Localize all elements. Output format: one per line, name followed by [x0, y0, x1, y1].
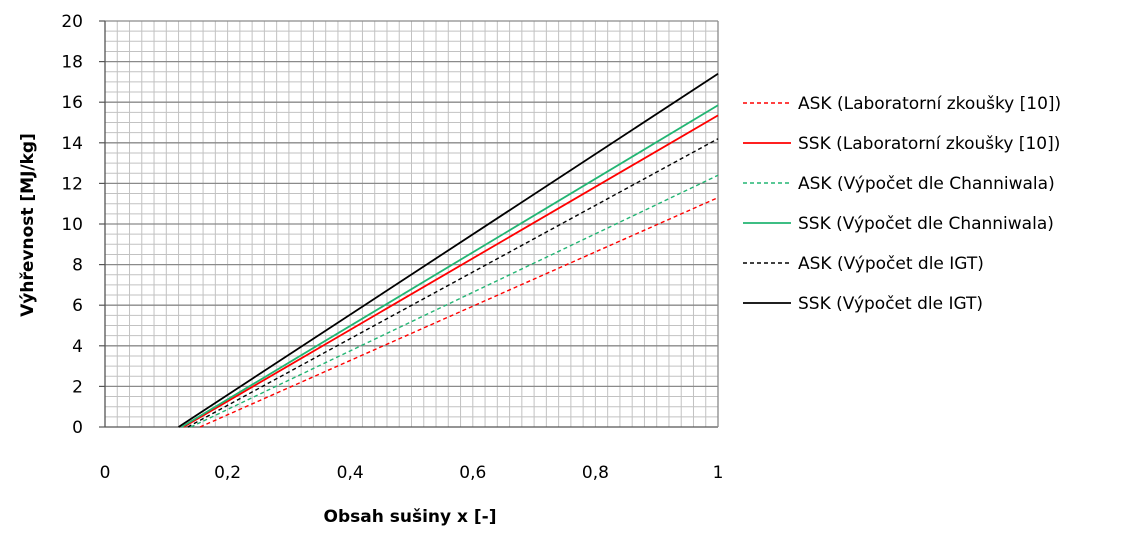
x-tick-label: 0,2 [214, 463, 241, 483]
series-line-4 [181, 104, 719, 428]
y-tick-label: 2 [72, 377, 83, 397]
x-tick-label: 0 [100, 463, 111, 483]
y-tick-label: 12 [61, 174, 83, 194]
y-tick-label: 16 [61, 93, 83, 113]
x-axis-title: Obsah sušiny x [-] [324, 507, 497, 527]
y-tick-label: 4 [72, 337, 83, 357]
legend-label-4: SSK (Výpočet dle Channiwala) [798, 214, 1054, 234]
y-tick-label: 14 [61, 134, 83, 154]
series-line-2 [183, 114, 719, 428]
x-tick-label: 1 [713, 463, 724, 483]
legend: ASK (Laboratorní zkoušky [10]) SSK (Labor… [743, 94, 1061, 314]
series-line-1 [199, 196, 719, 428]
y-tick-label: 6 [72, 296, 83, 316]
y-tick-label: 20 [61, 12, 83, 32]
legend-label-5: ASK (Výpočet dle IGT) [798, 254, 984, 274]
legend-label-6: SSK (Výpočet dle IGT) [798, 294, 983, 314]
y-tick-label: 0 [72, 418, 83, 438]
series-line-3 [190, 174, 719, 428]
x-tick-label: 0,6 [459, 463, 486, 483]
grid [105, 20, 718, 427]
series-lines [178, 73, 719, 428]
tick-labels: 0 2 4 6 8 10 12 14 16 18 20 0 0,2 0,4 0,6 0,8 1 [61, 12, 723, 483]
series-line-5 [187, 138, 719, 428]
y-tick-label: 18 [61, 53, 83, 73]
legend-label-2: SSK (Laboratorní zkoušky [10]) [798, 134, 1060, 154]
legend-label-3: ASK (Výpočet dle Channiwala) [798, 174, 1055, 194]
y-tick-label: 8 [72, 256, 83, 276]
legend-label-1: ASK (Laboratorní zkoušky [10]) [798, 94, 1061, 114]
series-line-6 [178, 73, 719, 428]
axes [99, 20, 719, 428]
x-tick-label: 0,4 [337, 463, 364, 483]
y-tick-label: 10 [61, 215, 83, 235]
x-tick-label: 0,8 [582, 463, 609, 483]
y-axis-title: Výhřevnost [MJ/kg] [18, 133, 38, 317]
